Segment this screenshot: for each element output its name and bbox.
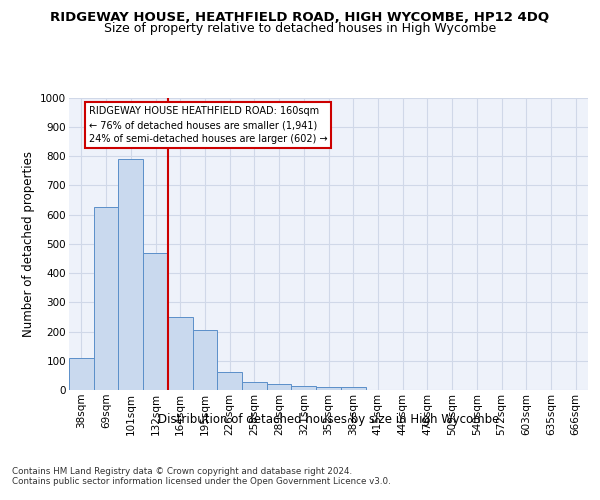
Text: RIDGEWAY HOUSE HEATHFIELD ROAD: 160sqm
← 76% of detached houses are smaller (1,9: RIDGEWAY HOUSE HEATHFIELD ROAD: 160sqm ←… — [89, 106, 328, 144]
Bar — [143, 252, 168, 390]
Bar — [118, 159, 143, 390]
Bar — [217, 372, 242, 390]
Text: Contains HM Land Registry data © Crown copyright and database right 2024.: Contains HM Land Registry data © Crown c… — [12, 467, 352, 476]
Bar — [193, 330, 217, 390]
Text: RIDGEWAY HOUSE, HEATHFIELD ROAD, HIGH WYCOMBE, HP12 4DQ: RIDGEWAY HOUSE, HEATHFIELD ROAD, HIGH WY… — [50, 11, 550, 24]
Bar — [69, 358, 94, 390]
Bar — [168, 317, 193, 390]
Bar — [341, 387, 365, 390]
Bar — [94, 207, 118, 390]
Bar — [242, 382, 267, 390]
Y-axis label: Number of detached properties: Number of detached properties — [22, 151, 35, 337]
Bar — [292, 386, 316, 390]
Text: Size of property relative to detached houses in High Wycombe: Size of property relative to detached ho… — [104, 22, 496, 35]
Text: Distribution of detached houses by size in High Wycombe: Distribution of detached houses by size … — [158, 412, 499, 426]
Bar — [267, 384, 292, 390]
Bar — [316, 387, 341, 390]
Text: Contains public sector information licensed under the Open Government Licence v3: Contains public sector information licen… — [12, 477, 391, 486]
